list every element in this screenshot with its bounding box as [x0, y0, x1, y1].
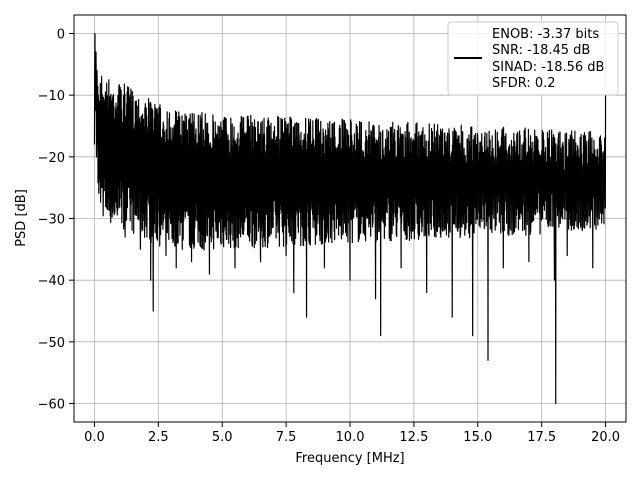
x-tick-label: 12.5 — [399, 430, 428, 445]
x-tick-label: 5.0 — [212, 430, 233, 445]
y-tick-label: −20 — [38, 151, 65, 166]
x-tick-label: 2.5 — [148, 430, 169, 445]
y-tick-label: −60 — [38, 398, 65, 413]
tick-layer: 0.0 2.5 5.0 7.5 10.0 12.5 15.0 17.5 20.0 0 −10 −20 −… — [38, 28, 620, 446]
x-tick-label: 7.5 — [276, 430, 297, 445]
legend-sinad-text: SINAD: -18.56 dB — [492, 60, 604, 75]
y-tick-label: −50 — [38, 336, 65, 351]
y-tick-label: −30 — [38, 213, 65, 228]
x-tick-label: 10.0 — [336, 430, 365, 445]
legend-snr-text: SNR: -18.45 dB — [492, 43, 590, 58]
x-axis-label: Frequency [MHz] — [295, 451, 404, 466]
x-tick-label: 17.5 — [527, 430, 556, 445]
y-axis-label: PSD [dB] — [14, 189, 29, 247]
legend-enob-text: ENOB: -3.37 bits — [492, 27, 599, 42]
legend: ENOB: -3.37 bits SNR: -18.45 dB SINAD: -… — [447, 21, 619, 96]
y-tick-label: 0 — [57, 28, 65, 43]
x-tick-label: 15.0 — [463, 430, 492, 445]
legend-sfdr-text: SFDR: 0.2 — [492, 76, 556, 91]
y-tick-label: −10 — [38, 89, 65, 104]
x-tick-label: 20.0 — [591, 430, 620, 445]
x-tick-label: 0.0 — [84, 430, 105, 445]
psd-series-line — [93, 32, 607, 405]
y-tick-label: −40 — [38, 274, 65, 289]
data-layer — [93, 32, 607, 405]
legend-box — [447, 21, 619, 96]
